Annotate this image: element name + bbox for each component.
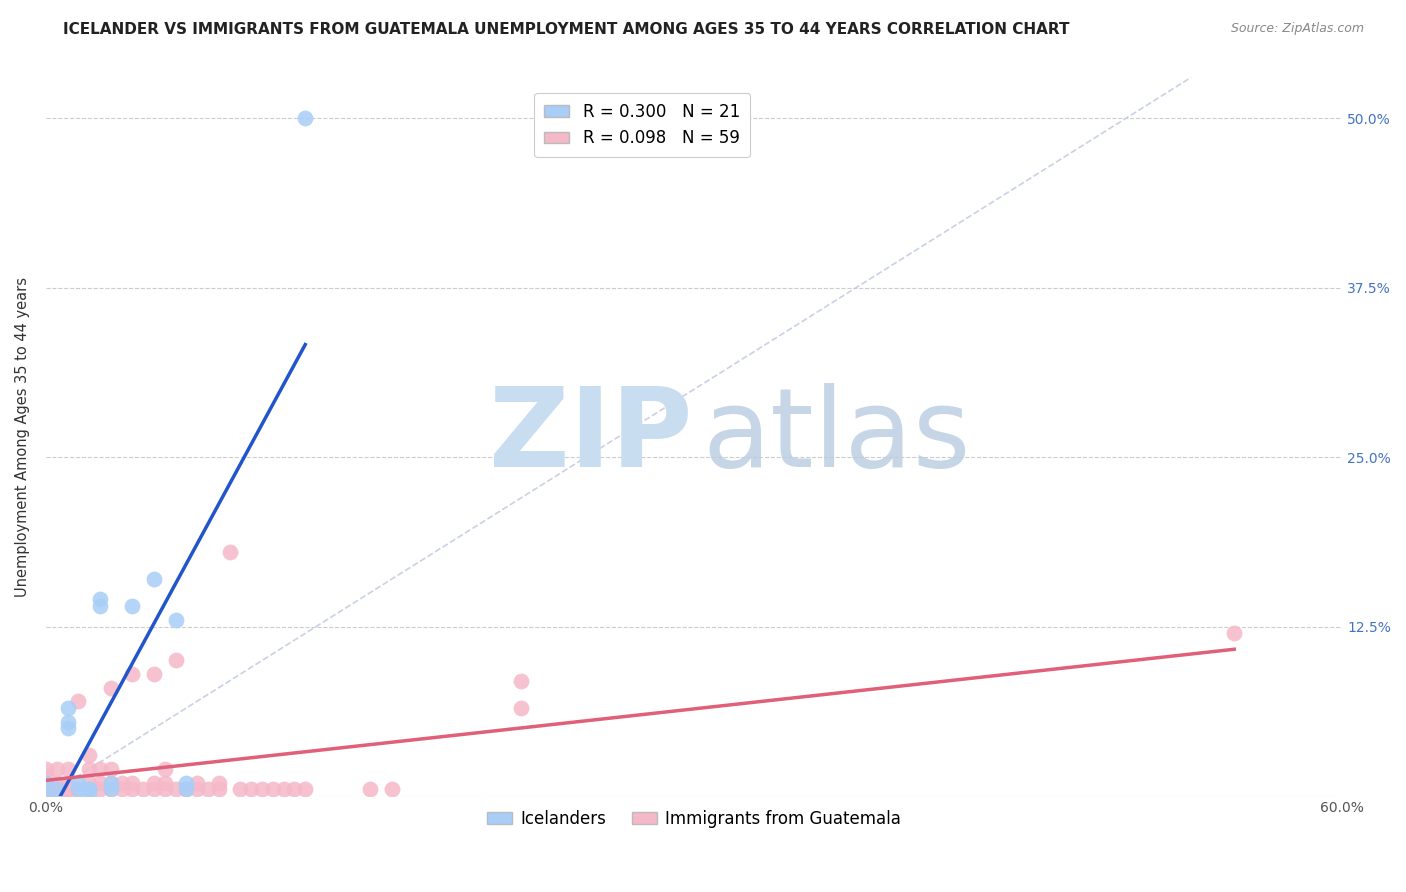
Point: [143, 782, 166, 797]
Point: [45, 782, 67, 797]
Point: [510, 701, 533, 715]
Point: [143, 775, 166, 789]
Point: [35, 789, 58, 803]
Point: [153, 762, 176, 776]
Point: [218, 545, 240, 559]
Point: [186, 775, 208, 789]
Point: [89, 782, 111, 797]
Point: [89, 775, 111, 789]
Point: [67, 775, 90, 789]
Point: [165, 613, 187, 627]
Point: [56, 721, 79, 735]
Point: [77, 789, 100, 803]
Point: [35, 775, 58, 789]
Point: [45, 789, 67, 803]
Point: [121, 599, 143, 614]
Point: [89, 592, 111, 607]
Point: [56, 701, 79, 715]
Point: [110, 782, 132, 797]
Point: [56, 775, 79, 789]
Point: [35, 782, 58, 797]
Point: [77, 775, 100, 789]
Point: [262, 782, 284, 797]
Point: [56, 714, 79, 729]
Text: ZIP: ZIP: [489, 384, 692, 491]
Text: Source: ZipAtlas.com: Source: ZipAtlas.com: [1230, 22, 1364, 36]
Point: [153, 775, 176, 789]
Point: [381, 782, 404, 797]
Point: [110, 775, 132, 789]
Point: [45, 775, 67, 789]
Point: [67, 782, 90, 797]
Point: [67, 782, 90, 797]
Text: ICELANDER VS IMMIGRANTS FROM GUATEMALA UNEMPLOYMENT AMONG AGES 35 TO 44 YEARS CO: ICELANDER VS IMMIGRANTS FROM GUATEMALA U…: [63, 22, 1070, 37]
Point: [121, 782, 143, 797]
Point: [100, 775, 122, 789]
Point: [132, 782, 155, 797]
Point: [100, 782, 122, 797]
Point: [143, 667, 166, 681]
Point: [250, 782, 273, 797]
Point: [294, 782, 316, 797]
Point: [143, 572, 166, 586]
Point: [208, 775, 231, 789]
Point: [89, 599, 111, 614]
Point: [56, 789, 79, 803]
Point: [121, 775, 143, 789]
Point: [45, 782, 67, 797]
Point: [56, 782, 79, 797]
Point: [176, 775, 198, 789]
Point: [45, 762, 67, 776]
Point: [35, 789, 58, 803]
Point: [121, 667, 143, 681]
Point: [77, 782, 100, 797]
Point: [100, 762, 122, 776]
Point: [67, 694, 90, 708]
Point: [359, 782, 381, 797]
Y-axis label: Unemployment Among Ages 35 to 44 years: Unemployment Among Ages 35 to 44 years: [15, 277, 30, 597]
Point: [229, 782, 252, 797]
Point: [153, 782, 176, 797]
Point: [56, 762, 79, 776]
Point: [240, 782, 263, 797]
Point: [294, 111, 316, 125]
Point: [35, 769, 58, 783]
Point: [1223, 626, 1246, 640]
Point: [35, 762, 58, 776]
Point: [510, 673, 533, 688]
Point: [77, 762, 100, 776]
Point: [35, 775, 58, 789]
Point: [283, 782, 305, 797]
Point: [89, 762, 111, 776]
Point: [165, 653, 187, 667]
Point: [77, 782, 100, 797]
Point: [176, 782, 198, 797]
Legend: Icelanders, Immigrants from Guatemala: Icelanders, Immigrants from Guatemala: [481, 803, 907, 835]
Point: [273, 782, 295, 797]
Point: [100, 782, 122, 797]
Point: [100, 681, 122, 695]
Point: [77, 748, 100, 763]
Text: atlas: atlas: [703, 384, 972, 491]
Point: [208, 782, 231, 797]
Point: [165, 782, 187, 797]
Point: [197, 782, 219, 797]
Point: [176, 782, 198, 797]
Point: [77, 782, 100, 797]
Point: [100, 775, 122, 789]
Point: [186, 782, 208, 797]
